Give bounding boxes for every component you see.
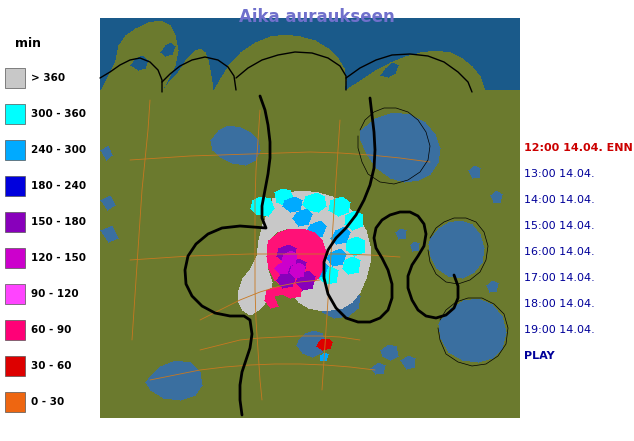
Text: 18:00 14.04.: 18:00 14.04. (524, 299, 595, 309)
Text: 16:00 14.04.: 16:00 14.04. (524, 247, 595, 257)
Bar (5, 356, 25, 376)
Text: PLAY: PLAY (524, 351, 555, 361)
Bar (5, 104, 25, 124)
Bar (5, 320, 25, 340)
Text: 0 - 30: 0 - 30 (31, 397, 64, 407)
Text: 13:00 14.04.: 13:00 14.04. (524, 169, 595, 179)
Text: 90 - 120: 90 - 120 (31, 289, 79, 299)
Text: 60 - 90: 60 - 90 (31, 325, 72, 335)
Text: 14:00 14.04.: 14:00 14.04. (524, 195, 595, 205)
Text: 15:00 14.04.: 15:00 14.04. (524, 221, 595, 231)
Text: > 360: > 360 (31, 73, 65, 83)
Bar (5, 140, 25, 160)
Text: 180 - 240: 180 - 240 (31, 181, 86, 191)
Text: min: min (15, 37, 41, 50)
Bar (5, 68, 25, 88)
Bar (5, 212, 25, 232)
Text: 17:00 14.04.: 17:00 14.04. (524, 273, 595, 283)
Text: 240 - 300: 240 - 300 (31, 145, 86, 155)
Bar (5, 248, 25, 268)
Bar (5, 176, 25, 196)
Text: 120 - 150: 120 - 150 (31, 253, 86, 263)
Text: 12:00 14.04. ENN: 12:00 14.04. ENN (524, 143, 633, 153)
Text: Aika auraukseen: Aika auraukseen (239, 8, 395, 26)
Bar (5, 284, 25, 304)
Text: 19:00 14.04.: 19:00 14.04. (524, 325, 595, 335)
Text: 300 - 360: 300 - 360 (31, 109, 86, 119)
Text: 150 - 180: 150 - 180 (31, 217, 86, 227)
Text: 30 - 60: 30 - 60 (31, 361, 72, 371)
Bar (5, 392, 25, 412)
